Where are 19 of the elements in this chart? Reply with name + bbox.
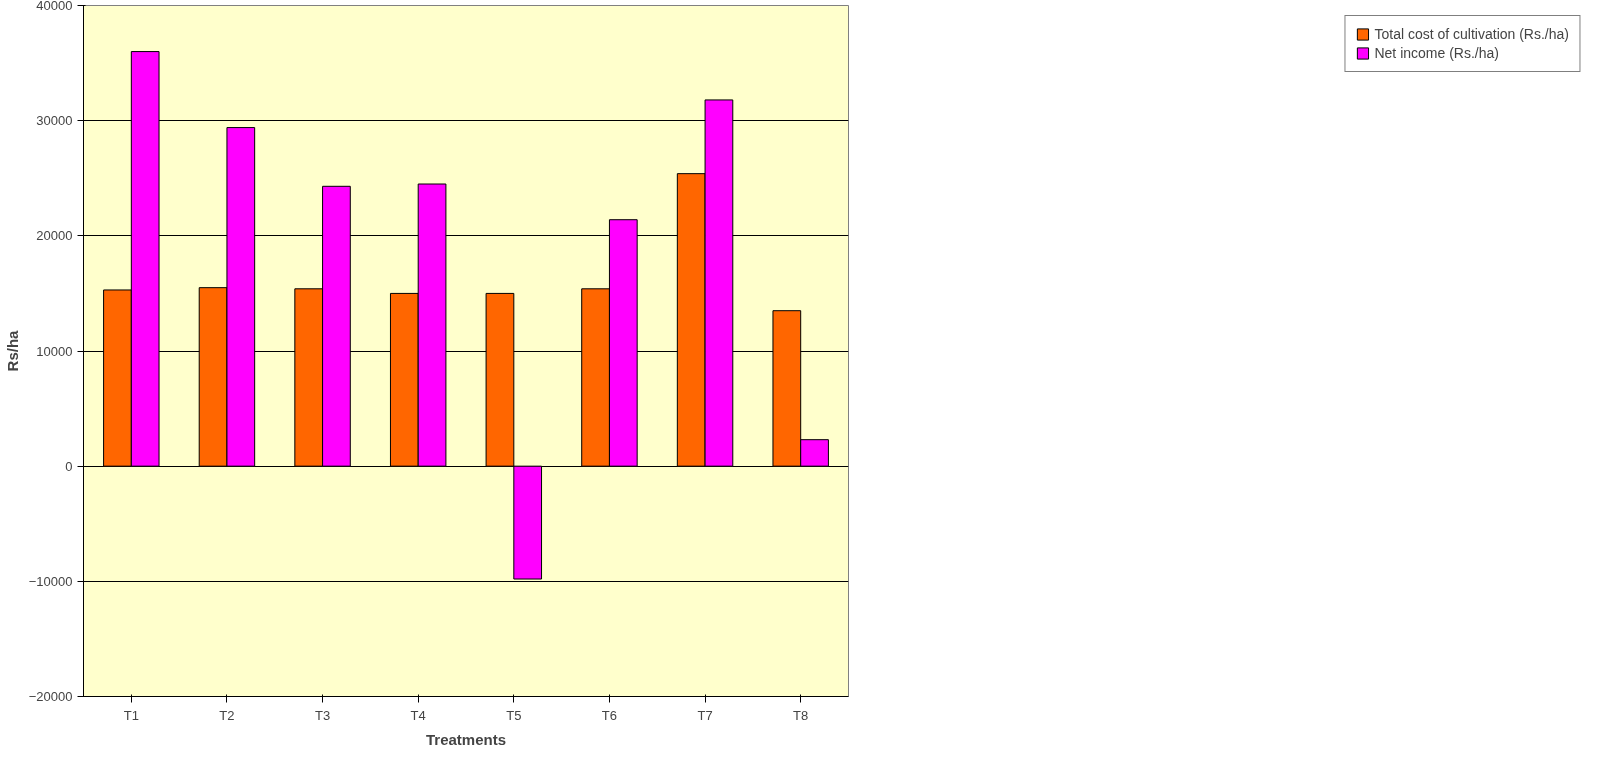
y-tick-label: 10000 [36,343,73,359]
legend-label: Total cost of cultivation (Rs./ha) [1374,26,1569,42]
y-tick-label: 0 [65,458,73,474]
y-tick-label: 20000 [36,228,73,244]
x-tick-label: T5 [506,707,522,723]
y-tick-label: 30000 [36,113,73,129]
x-axis-title: Treatments [425,730,507,748]
x-tick-label: T2 [219,707,235,723]
y-tick-label: −20000 [28,689,73,704]
legend-label: Net income (Rs./ha) [1374,45,1499,61]
x-tick-label: T6 [601,707,618,723]
y-tick-label: 40000 [36,0,73,13]
x-tick-label: T4 [410,707,426,723]
x-tick-label: T8 [793,707,809,723]
y-tick-label: −10000 [28,573,73,589]
x-tick-label: T1 [123,707,139,723]
x-tick-label: T7 [697,707,713,723]
y-axis-title: Rs/ha [3,329,21,372]
x-tick-label: T3 [314,707,331,723]
